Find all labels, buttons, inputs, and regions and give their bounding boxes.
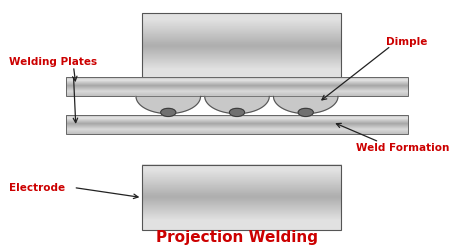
Text: Electrode: Electrode bbox=[9, 183, 65, 193]
Text: Dimple: Dimple bbox=[386, 37, 428, 47]
Polygon shape bbox=[205, 97, 269, 114]
Bar bbox=[66, 116, 408, 135]
Bar bbox=[142, 14, 341, 79]
Text: Welding Plates: Welding Plates bbox=[9, 57, 98, 67]
Bar bbox=[142, 165, 341, 231]
Polygon shape bbox=[273, 97, 338, 114]
Text: Projection Welding: Projection Welding bbox=[156, 230, 318, 244]
Bar bbox=[66, 78, 408, 97]
Circle shape bbox=[229, 109, 245, 117]
Circle shape bbox=[161, 109, 176, 117]
Circle shape bbox=[298, 109, 313, 117]
Polygon shape bbox=[136, 97, 201, 114]
Text: Weld Formation: Weld Formation bbox=[356, 142, 449, 152]
